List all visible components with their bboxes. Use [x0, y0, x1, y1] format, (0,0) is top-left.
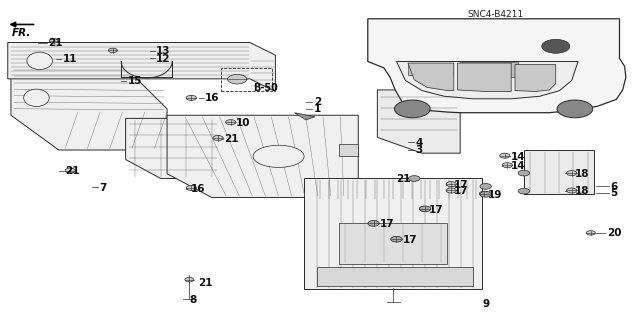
- Text: 1: 1: [314, 104, 321, 114]
- Text: 15: 15: [127, 76, 142, 86]
- Polygon shape: [378, 90, 460, 153]
- Polygon shape: [458, 63, 511, 92]
- Text: SNC4-B4211: SNC4-B4211: [467, 10, 524, 19]
- Polygon shape: [167, 115, 358, 197]
- Circle shape: [369, 221, 379, 226]
- Text: 9: 9: [482, 299, 489, 309]
- Text: 11: 11: [63, 54, 77, 64]
- Circle shape: [518, 188, 530, 194]
- Text: 17: 17: [380, 219, 394, 229]
- Circle shape: [65, 168, 76, 173]
- Bar: [221, 68, 272, 91]
- Text: 17: 17: [403, 234, 417, 244]
- Text: 20: 20: [607, 228, 621, 238]
- Polygon shape: [524, 150, 594, 194]
- Circle shape: [480, 191, 492, 197]
- Text: 6: 6: [610, 182, 617, 192]
- Text: 21: 21: [396, 174, 411, 184]
- Text: 8: 8: [189, 295, 196, 305]
- Circle shape: [446, 182, 456, 187]
- Circle shape: [394, 100, 430, 118]
- Polygon shape: [368, 19, 626, 113]
- Circle shape: [566, 171, 577, 176]
- Polygon shape: [339, 144, 358, 156]
- Circle shape: [213, 136, 223, 141]
- Text: 17: 17: [454, 186, 468, 197]
- Circle shape: [391, 236, 402, 242]
- Circle shape: [186, 185, 196, 190]
- Circle shape: [419, 206, 431, 212]
- Polygon shape: [396, 62, 578, 99]
- Text: 21: 21: [198, 278, 212, 288]
- Text: 21: 21: [48, 39, 63, 48]
- Circle shape: [446, 188, 456, 193]
- Text: 18: 18: [575, 169, 589, 179]
- Circle shape: [502, 163, 513, 168]
- Circle shape: [226, 120, 236, 125]
- Text: 3: 3: [415, 145, 423, 155]
- Circle shape: [108, 48, 117, 53]
- Circle shape: [408, 176, 420, 181]
- Ellipse shape: [253, 145, 304, 167]
- Text: 18: 18: [575, 186, 589, 196]
- Polygon shape: [11, 62, 167, 150]
- Text: 21: 21: [65, 166, 79, 176]
- Circle shape: [479, 191, 490, 196]
- Polygon shape: [515, 65, 556, 92]
- Circle shape: [228, 74, 246, 84]
- Bar: [460, 62, 518, 77]
- Polygon shape: [125, 118, 218, 178]
- Text: 17: 17: [428, 205, 443, 215]
- Text: 21: 21: [225, 134, 239, 144]
- Circle shape: [419, 206, 429, 211]
- Polygon shape: [8, 42, 275, 92]
- Bar: [408, 63, 452, 75]
- Text: 2: 2: [314, 97, 321, 107]
- Ellipse shape: [27, 52, 52, 70]
- Polygon shape: [304, 178, 483, 289]
- Text: B-50: B-50: [253, 83, 278, 93]
- Circle shape: [185, 278, 194, 282]
- Text: 5: 5: [610, 188, 617, 198]
- Circle shape: [186, 95, 196, 100]
- Circle shape: [49, 39, 58, 43]
- Bar: [339, 223, 447, 264]
- Circle shape: [368, 220, 380, 226]
- Circle shape: [518, 170, 530, 176]
- Polygon shape: [294, 113, 315, 120]
- Circle shape: [480, 183, 492, 189]
- Text: 13: 13: [156, 46, 171, 56]
- Text: 14: 14: [511, 161, 526, 171]
- Text: 12: 12: [156, 54, 171, 63]
- Circle shape: [392, 237, 401, 242]
- Text: 17: 17: [454, 180, 468, 190]
- Text: 16: 16: [191, 184, 206, 194]
- Polygon shape: [408, 63, 454, 91]
- Circle shape: [566, 188, 577, 193]
- Text: 14: 14: [511, 152, 526, 162]
- Text: 7: 7: [100, 183, 107, 193]
- Text: 16: 16: [205, 93, 220, 103]
- Circle shape: [586, 231, 595, 235]
- Circle shape: [500, 153, 510, 158]
- Circle shape: [541, 39, 570, 53]
- Text: FR.: FR.: [12, 28, 31, 38]
- Text: 10: 10: [236, 118, 250, 129]
- Text: 19: 19: [488, 189, 502, 200]
- Circle shape: [557, 100, 593, 118]
- Text: 4: 4: [415, 138, 423, 148]
- Ellipse shape: [24, 89, 49, 107]
- Bar: [317, 267, 473, 286]
